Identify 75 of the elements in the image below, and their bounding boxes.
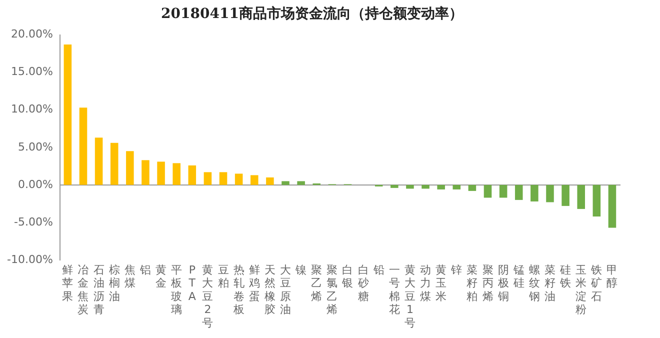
x-tick-label: 鲜鸡蛋 bbox=[248, 263, 260, 303]
x-tick-label: 阴极铜 bbox=[496, 263, 509, 303]
x-tick-label: 白砂糖 bbox=[356, 263, 369, 303]
y-tick-label: -10.00% bbox=[6, 252, 53, 266]
x-tick-label: 菜籽油 bbox=[544, 263, 556, 303]
bar bbox=[282, 181, 290, 185]
bar bbox=[530, 184, 538, 202]
bar bbox=[219, 172, 228, 185]
bar bbox=[110, 142, 118, 185]
bar bbox=[422, 184, 430, 189]
x-tick-label: 聚氯乙烯 bbox=[326, 263, 338, 316]
x-tick-label: 棕榈油 bbox=[108, 263, 120, 303]
bar bbox=[390, 184, 398, 188]
bar bbox=[126, 151, 134, 185]
y-tick-label: 20.00% bbox=[10, 28, 53, 41]
x-tick-label: 动力煤 bbox=[420, 263, 432, 303]
bar bbox=[468, 184, 476, 191]
bar bbox=[266, 177, 274, 185]
x-tick-label: 大豆原油 bbox=[280, 263, 292, 316]
x-tick-label: 鲜苹果 bbox=[62, 263, 74, 303]
y-tick-label: 15.00% bbox=[10, 65, 53, 78]
x-tick-label: 平板玻璃 bbox=[170, 263, 182, 316]
bar bbox=[250, 175, 258, 185]
x-tick-label: 豆粕 bbox=[218, 263, 229, 290]
x-tick-label: 热轧卷板 bbox=[232, 263, 244, 316]
bar bbox=[79, 108, 88, 185]
x-tick-label: 黄大豆2号 bbox=[202, 263, 214, 330]
bar bbox=[172, 163, 180, 185]
bar bbox=[499, 184, 508, 198]
y-tick-label: -5.00% bbox=[14, 215, 53, 228]
x-tick-label: 黄金 bbox=[156, 263, 167, 290]
x-tick-label: 焦煤 bbox=[124, 263, 136, 290]
x-tick-label: 镍 bbox=[294, 263, 307, 276]
x-tick-label: 硅铁 bbox=[559, 263, 572, 290]
bar bbox=[234, 174, 243, 185]
x-tick-label: 聚乙烯 bbox=[311, 263, 322, 303]
bar bbox=[514, 184, 523, 200]
x-tick-label: 白银 bbox=[341, 263, 354, 290]
y-tick-label: 0.00% bbox=[18, 178, 53, 191]
x-tick-label: 一号棉花 bbox=[388, 263, 400, 316]
x-tick-label: 玉米淀粉 bbox=[576, 263, 587, 316]
x-tick-label: 铁矿石 bbox=[590, 263, 602, 303]
bar bbox=[562, 184, 570, 206]
x-tick-label: 黄玉米 bbox=[436, 263, 447, 303]
x-tick-label: PTA bbox=[188, 263, 196, 303]
x-tick-label: 锰硅 bbox=[512, 263, 524, 290]
y-tick-label: 5.00% bbox=[18, 140, 53, 154]
bar bbox=[452, 184, 461, 190]
x-tick-label: 铝 bbox=[138, 263, 151, 276]
bar bbox=[157, 162, 165, 185]
chart-title: 20180411商品市场资金流向（持仓额变动率） bbox=[161, 5, 463, 22]
bar bbox=[546, 184, 554, 202]
x-tick-label: 黄大豆1号 bbox=[404, 263, 416, 330]
x-tick-label: 天然橡胶 bbox=[264, 263, 276, 316]
x-tick-label: 菜籽粕 bbox=[466, 263, 478, 303]
bar bbox=[592, 184, 601, 216]
x-tick-label: 螺纹钢 bbox=[528, 263, 540, 303]
x-tick-label: 铅 bbox=[372, 263, 384, 276]
bar bbox=[297, 181, 305, 185]
x-tick-label: 甲醇 bbox=[606, 263, 618, 290]
x-tick-label: 聚丙烯 bbox=[482, 263, 494, 303]
x-tick-label: 锌 bbox=[450, 263, 462, 276]
bar bbox=[484, 184, 492, 198]
bar bbox=[64, 44, 72, 185]
x-tick-label: 冶金焦炭 bbox=[78, 263, 89, 316]
bar bbox=[204, 172, 212, 185]
y-tick-label: 10.00% bbox=[10, 102, 53, 116]
x-tick-label: 石油沥青 bbox=[93, 263, 104, 316]
bar bbox=[406, 184, 414, 189]
bar bbox=[608, 184, 616, 228]
bar bbox=[577, 184, 585, 209]
bar bbox=[94, 138, 103, 185]
bar bbox=[437, 184, 445, 190]
bar bbox=[188, 165, 196, 185]
bar bbox=[142, 160, 150, 185]
